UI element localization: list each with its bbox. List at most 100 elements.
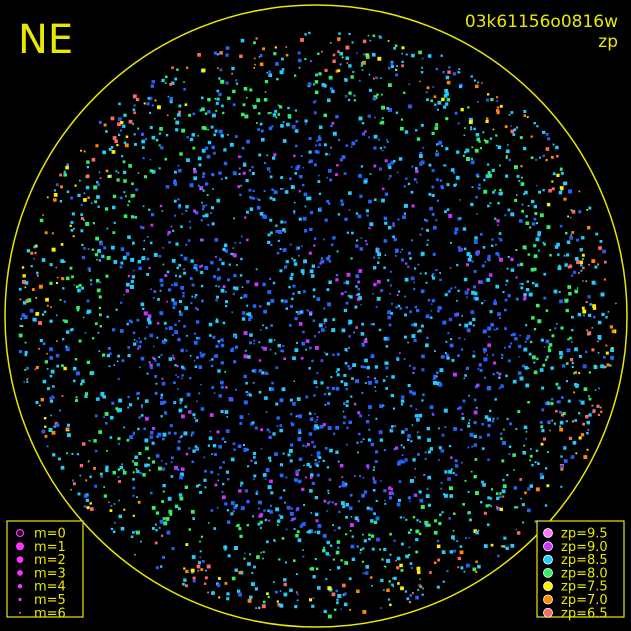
star xyxy=(78,339,82,343)
star xyxy=(149,363,153,367)
star xyxy=(405,262,408,265)
star xyxy=(86,506,90,510)
star xyxy=(399,251,402,253)
star xyxy=(209,430,212,433)
star xyxy=(404,295,407,298)
star xyxy=(66,427,70,431)
star xyxy=(436,371,439,374)
star xyxy=(309,476,313,479)
star xyxy=(404,590,408,593)
star xyxy=(605,316,608,319)
magnitude-marker xyxy=(18,611,22,614)
star xyxy=(298,217,302,221)
star xyxy=(477,529,480,532)
star xyxy=(240,296,243,299)
star xyxy=(368,73,371,76)
star xyxy=(396,502,401,507)
star xyxy=(127,346,130,349)
star xyxy=(269,431,271,433)
star xyxy=(394,237,397,241)
star xyxy=(320,359,324,363)
star xyxy=(336,598,339,601)
star xyxy=(83,247,86,250)
star xyxy=(216,198,221,203)
star xyxy=(160,401,164,405)
star xyxy=(296,573,298,576)
star xyxy=(234,336,238,339)
star xyxy=(411,334,416,338)
star xyxy=(285,528,288,531)
star xyxy=(337,213,341,216)
star xyxy=(435,268,438,272)
star xyxy=(426,243,429,246)
star xyxy=(426,228,429,232)
star xyxy=(307,530,312,534)
star xyxy=(230,457,235,462)
star xyxy=(249,341,252,345)
star xyxy=(291,297,294,301)
star xyxy=(238,592,242,597)
magnitude-label: m=6 xyxy=(34,606,66,621)
star xyxy=(173,431,177,435)
star xyxy=(364,358,368,363)
star xyxy=(392,407,396,410)
star xyxy=(185,543,189,546)
star xyxy=(372,97,376,101)
star xyxy=(524,366,528,370)
star xyxy=(46,387,50,391)
star xyxy=(211,591,215,595)
star xyxy=(201,96,204,100)
star xyxy=(482,329,487,334)
star xyxy=(168,326,173,331)
star xyxy=(265,326,268,330)
star xyxy=(486,354,489,356)
star xyxy=(306,442,310,447)
star xyxy=(273,190,278,195)
star xyxy=(85,222,90,226)
star xyxy=(225,81,229,85)
star xyxy=(232,171,237,176)
star xyxy=(546,484,550,488)
star xyxy=(427,475,431,480)
star xyxy=(390,312,394,315)
star xyxy=(215,101,219,105)
star xyxy=(387,598,391,601)
star xyxy=(552,143,555,146)
star xyxy=(518,356,520,358)
star xyxy=(371,584,373,587)
star xyxy=(239,422,243,425)
star xyxy=(70,328,73,332)
star xyxy=(38,347,41,350)
star xyxy=(255,122,258,124)
star xyxy=(364,130,367,133)
star xyxy=(117,122,121,127)
star xyxy=(327,302,331,307)
star xyxy=(283,592,288,597)
star xyxy=(539,368,544,372)
star xyxy=(574,289,579,294)
star xyxy=(298,457,303,461)
star xyxy=(161,467,166,471)
star xyxy=(386,107,390,110)
star xyxy=(195,420,197,423)
star xyxy=(384,159,388,163)
star xyxy=(419,272,422,275)
star xyxy=(299,174,303,179)
star xyxy=(335,278,339,282)
star xyxy=(198,484,201,487)
star xyxy=(267,509,270,513)
star xyxy=(452,472,455,475)
star xyxy=(22,301,27,305)
star xyxy=(444,493,448,498)
star xyxy=(436,544,441,549)
star xyxy=(595,232,599,236)
star xyxy=(424,520,429,525)
star xyxy=(361,60,366,65)
star xyxy=(348,506,353,511)
star xyxy=(234,241,237,244)
star xyxy=(173,381,176,384)
star xyxy=(217,67,219,70)
star xyxy=(571,420,574,423)
star xyxy=(35,401,39,404)
star xyxy=(185,334,188,337)
